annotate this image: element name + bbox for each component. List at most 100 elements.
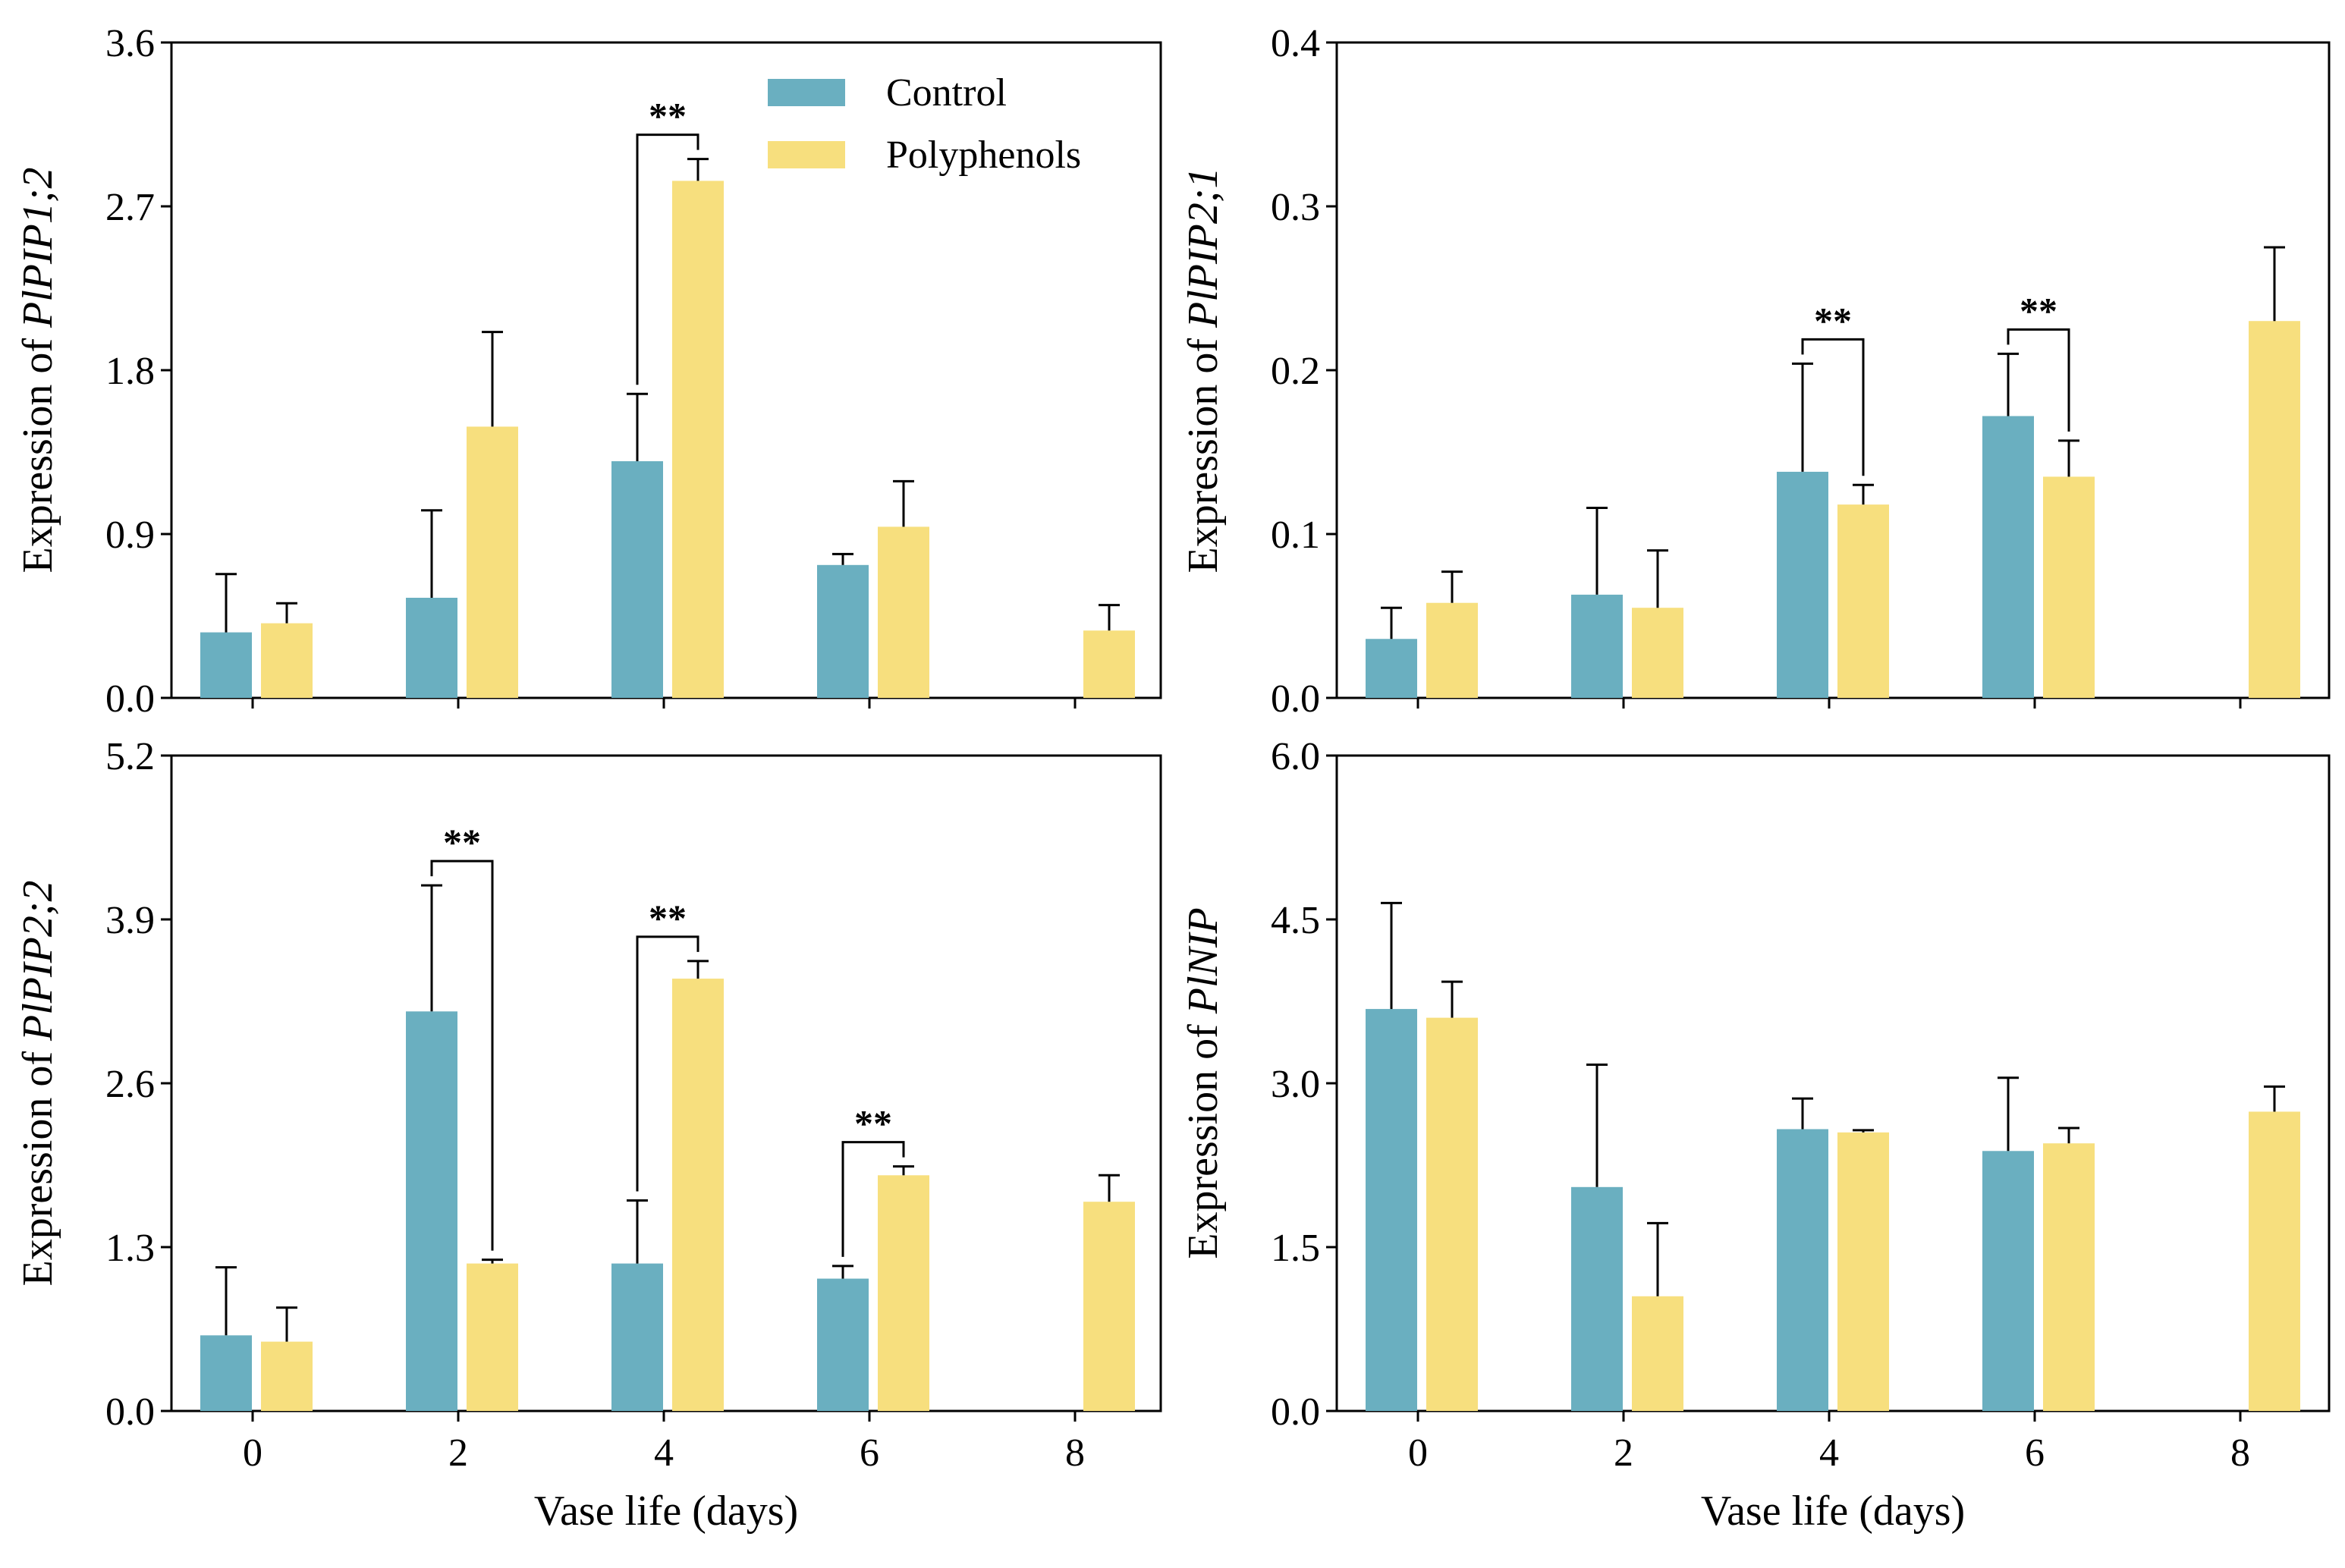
bar-polyphenols-day-6 <box>2043 476 2095 698</box>
y-tick-label: 1.3 <box>105 1227 155 1270</box>
y-axis-label-prefix: Expression of <box>14 328 61 573</box>
chart-panel-top-right: 0.0 0.1 0.2 0.3 0.4 Expression of PlPIP2;1 ** *… <box>1180 22 2331 721</box>
y-axis-label: Expression of PlPIP2;1 <box>1180 168 1227 573</box>
bar-polyphenols-day-4 <box>672 181 724 698</box>
bar-polyphenols-day-6 <box>878 526 929 698</box>
y-tick-label: 0.0 <box>105 677 155 721</box>
bar-control-day-6 <box>817 564 869 698</box>
significance-label: ** <box>649 897 687 939</box>
y-axis-label-gene: PlPIP2;2 <box>14 881 61 1042</box>
significance-bracket <box>841 1141 905 1257</box>
bar-polyphenols-day-4 <box>1837 504 1889 698</box>
y-tick-label: 0.9 <box>105 514 155 557</box>
x-tick-label: 6 <box>2025 1431 2045 1475</box>
legend-swatch-control <box>768 79 845 106</box>
y-tick-label: 0.0 <box>1271 677 1320 721</box>
significance-bracket <box>636 134 699 385</box>
x-tick-label: 8 <box>1065 1431 1085 1475</box>
x-tick-label: 6 <box>860 1431 879 1475</box>
significance-label: ** <box>2020 289 2057 332</box>
bar-polyphenols-day-2 <box>467 426 518 698</box>
x-tick-label: 8 <box>2230 1431 2250 1475</box>
bar-control-day-2 <box>406 1011 457 1411</box>
x-tick-label: 4 <box>654 1431 674 1475</box>
y-tick-label: 0.0 <box>1271 1390 1320 1434</box>
significance-label: ** <box>1814 299 1852 341</box>
bar-control-day-2 <box>406 598 457 698</box>
x-axis-label: Vase life (days) <box>1701 1488 1965 1535</box>
bar-polyphenols-day-8 <box>2249 321 2300 698</box>
bar-control-day-4 <box>611 1263 663 1411</box>
bar-polyphenols-day-8 <box>2249 1111 2300 1411</box>
bar-control-day-6 <box>1982 416 2034 698</box>
bar-control-day-4 <box>1777 471 1828 698</box>
significance-label: ** <box>443 821 481 863</box>
significance-label: ** <box>854 1102 892 1145</box>
bar-polyphenols-day-0 <box>261 1341 313 1411</box>
bar-control-day-0 <box>200 632 252 698</box>
y-tick-label: 5.2 <box>105 735 155 778</box>
bar-control-day-6 <box>817 1278 869 1411</box>
x-tick-label: 0 <box>1408 1431 1428 1475</box>
bar-polyphenols-day-0 <box>1426 1017 1478 1411</box>
legend-label-control: Control <box>886 71 1007 115</box>
bar-polyphenols-day-8 <box>1083 1202 1135 1411</box>
bar-polyphenols-day-2 <box>467 1263 518 1411</box>
y-tick-label: 3.6 <box>105 22 155 65</box>
y-tick-label: 2.6 <box>105 1063 155 1106</box>
y-axis-label-gene: PlPIP2;1 <box>1180 168 1227 328</box>
y-tick-label: 1.8 <box>105 350 155 393</box>
y-tick-label: 0.0 <box>105 1390 155 1434</box>
bar-control-day-4 <box>1777 1129 1828 1411</box>
significance-bracket <box>2007 328 2070 432</box>
plot-frame <box>1335 754 2331 1412</box>
significance-bracket <box>1801 338 1865 476</box>
bar-polyphenols-day-6 <box>2043 1143 2095 1411</box>
y-axis-label: Expression of PlNIP <box>1180 907 1227 1259</box>
bar-polyphenols-day-2 <box>1632 608 1683 698</box>
plot-frame <box>170 754 1162 1412</box>
x-tick-label: 4 <box>1819 1431 1839 1475</box>
x-tick-label: 0 <box>243 1431 262 1475</box>
y-tick-label: 0.4 <box>1271 22 1320 65</box>
bar-control-day-0 <box>1366 1009 1417 1411</box>
bar-control-day-2 <box>1571 1186 1623 1411</box>
bar-polyphenols-day-0 <box>1426 602 1478 698</box>
plot-frame <box>1335 41 2331 699</box>
bar-polyphenols-day-4 <box>672 979 724 1411</box>
y-axis-label-gene: PlNIP <box>1180 907 1227 1014</box>
y-tick-label: 4.5 <box>1271 899 1320 942</box>
y-axis-label: Expression of PlPIP2;2 <box>14 881 61 1287</box>
legend-swatch-polyphenols <box>768 141 845 168</box>
chart-panel-bottom-right: 0.0 1.5 3.0 4.5 6.0 0 2 4 6 8 Vase life (days) Expr… <box>1180 735 2331 1535</box>
significance-label: ** <box>649 95 687 137</box>
x-tick-label: 2 <box>1614 1431 1633 1475</box>
y-tick-label: 1.5 <box>1271 1227 1320 1270</box>
y-tick-label: 6.0 <box>1271 735 1320 778</box>
bar-control-day-0 <box>200 1335 252 1411</box>
y-tick-label: 3.0 <box>1271 1063 1320 1106</box>
y-axis-label-gene: PlPIP1;2 <box>14 168 61 328</box>
y-axis-label-prefix: Expression of <box>14 1041 61 1287</box>
y-tick-label: 0.1 <box>1271 514 1320 557</box>
y-tick-label: 0.2 <box>1271 350 1320 393</box>
y-axis-label: Expression of PlPIP1;2 <box>14 168 61 573</box>
bar-control-day-4 <box>611 461 663 698</box>
bar-polyphenols-day-6 <box>878 1175 929 1411</box>
bar-polyphenols-day-0 <box>261 623 313 698</box>
chart-panel-top-left: 0.0 0.9 1.8 2.7 3.6 Expression of PlPIP1;2 ** C… <box>14 22 1162 721</box>
chart-panel-bottom-left: 0.0 1.3 2.6 3.9 5.2 0 2 4 6 8 Vase life (days) Expr… <box>14 735 1162 1535</box>
y-tick-label: 2.7 <box>105 186 155 229</box>
x-axis-label: Vase life (days) <box>534 1488 798 1535</box>
x-tick-label: 2 <box>448 1431 468 1475</box>
bar-control-day-6 <box>1982 1151 2034 1411</box>
y-tick-label: 3.9 <box>105 899 155 942</box>
bar-control-day-2 <box>1571 594 1623 698</box>
bar-polyphenols-day-8 <box>1083 630 1135 698</box>
legend: Control Polyphenols <box>768 71 1081 177</box>
significance-bracket <box>636 935 699 1192</box>
y-axis-label-prefix: Expression of <box>1180 328 1227 573</box>
y-tick-label: 0.3 <box>1271 186 1320 229</box>
